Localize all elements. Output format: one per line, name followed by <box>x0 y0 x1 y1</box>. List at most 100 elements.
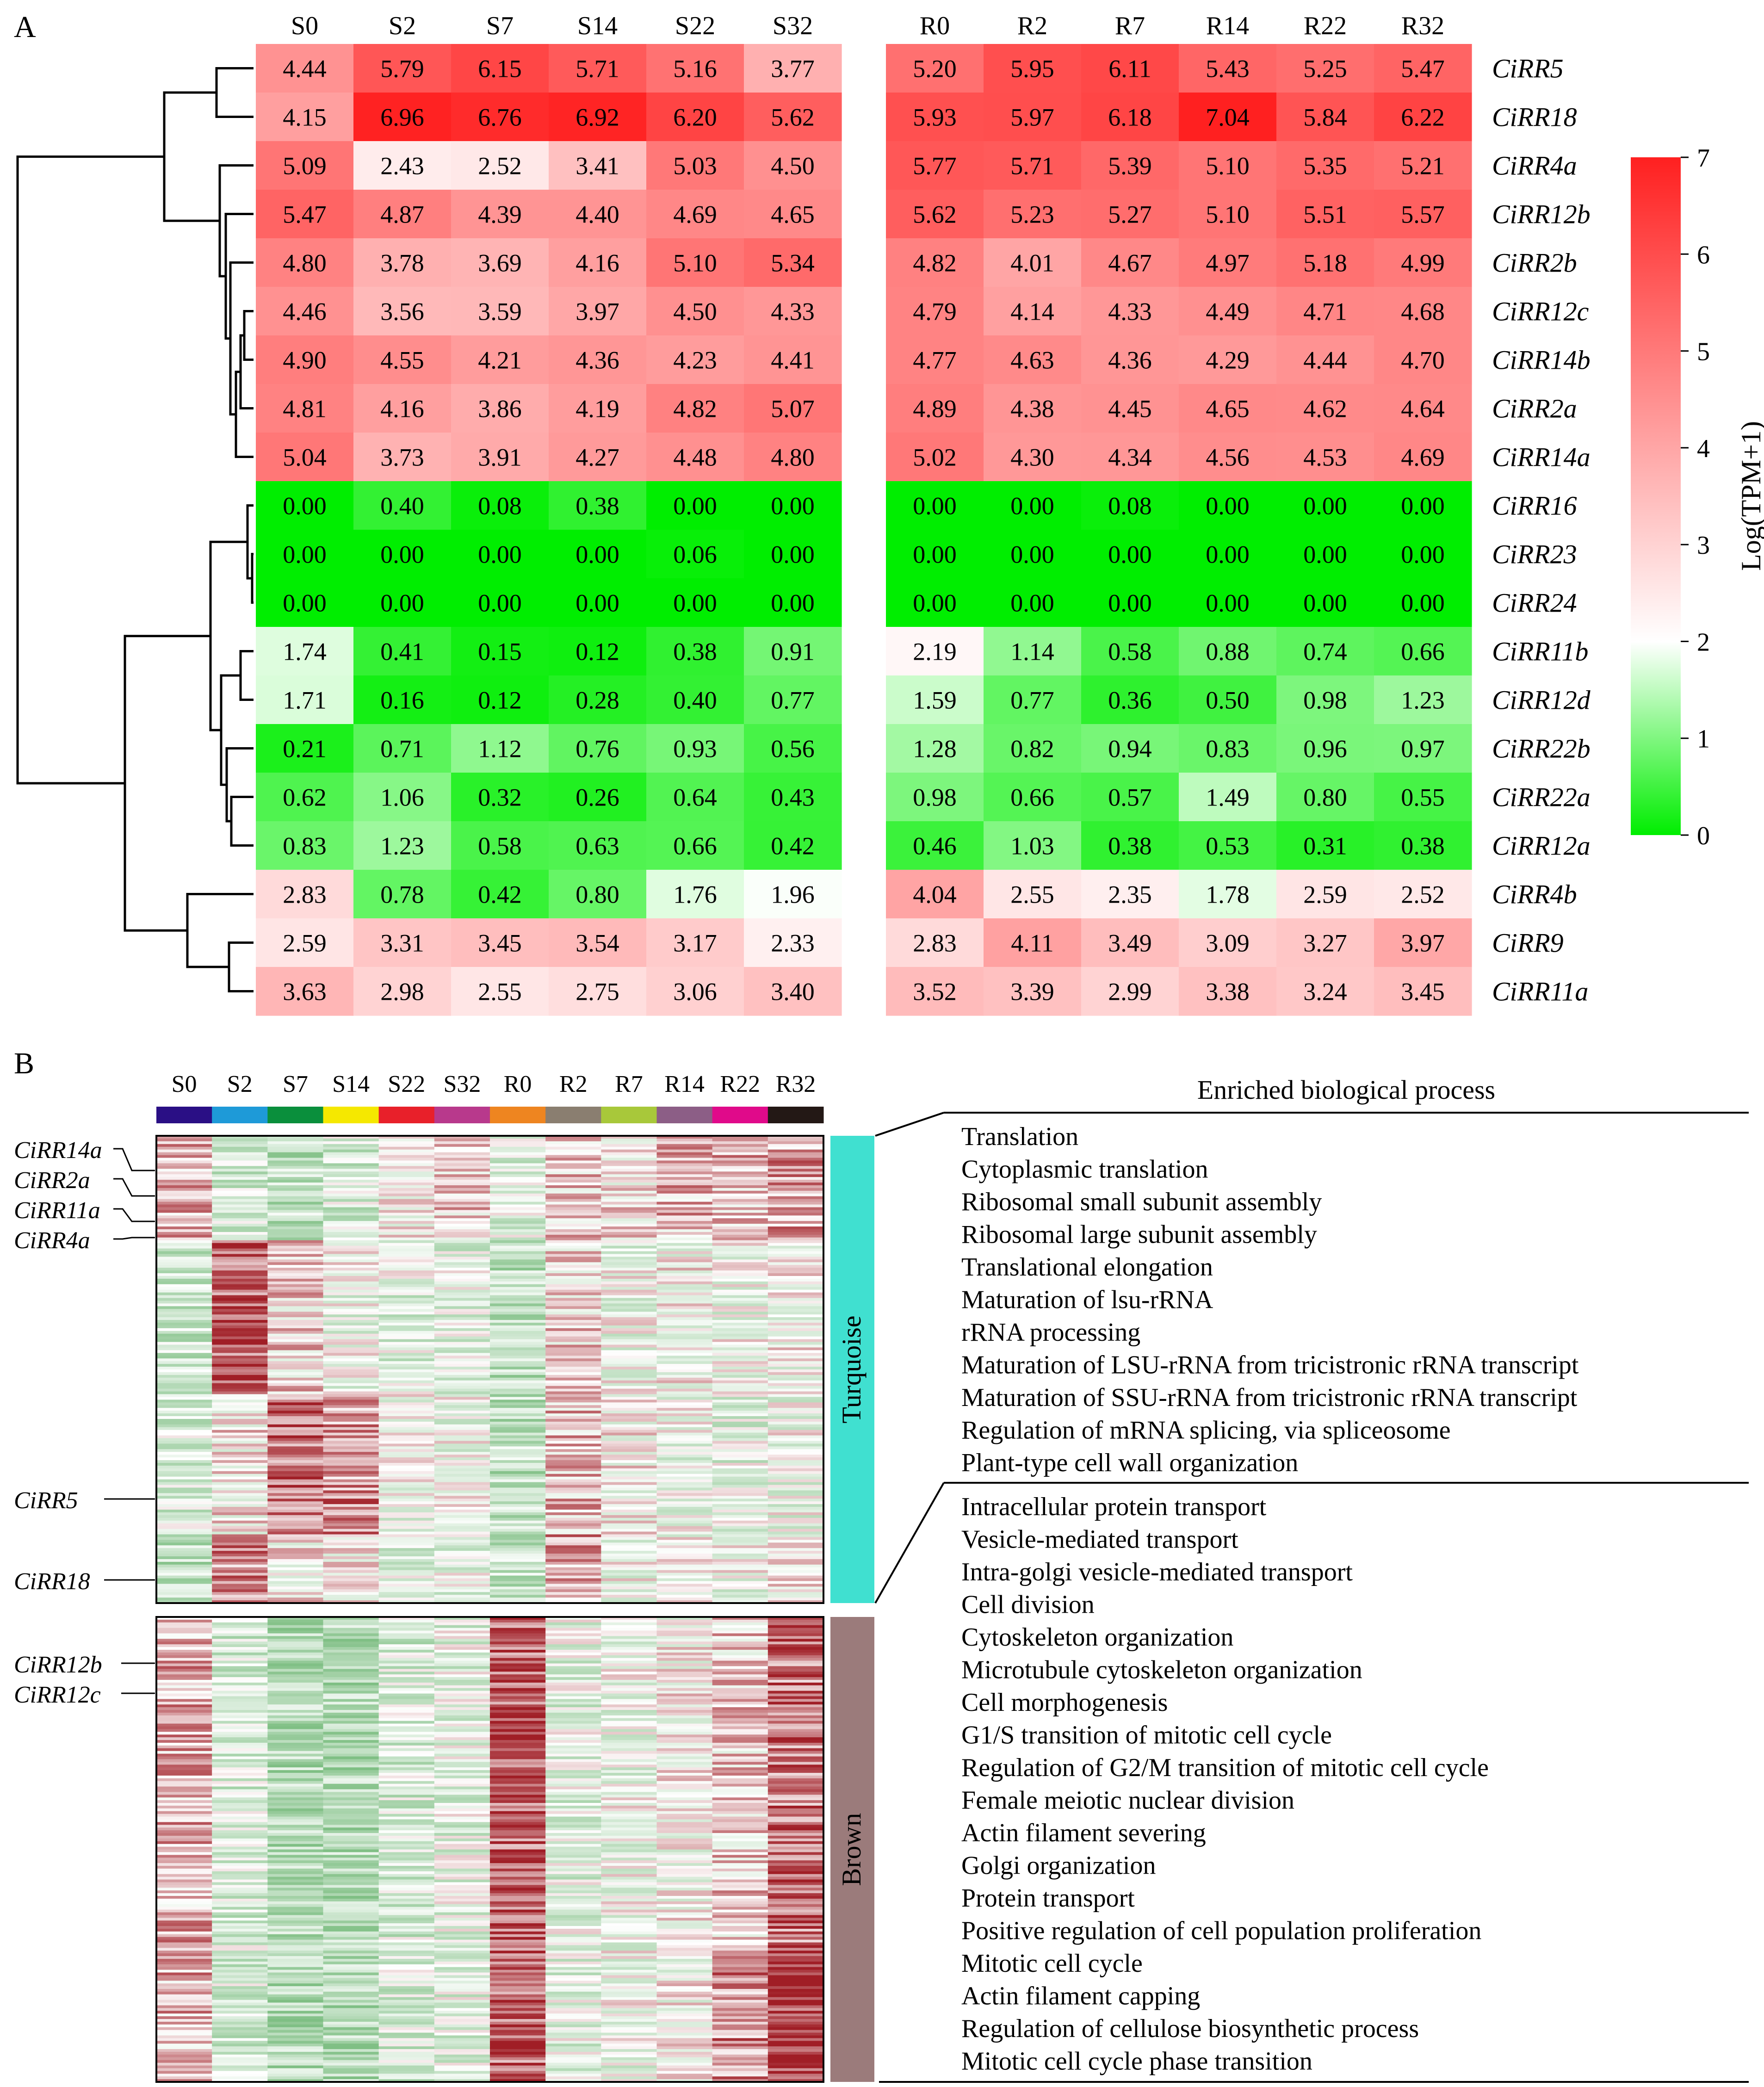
heat-cell <box>353 870 452 919</box>
module-cell <box>378 1636 435 1639</box>
module-cell <box>434 1248 490 1252</box>
module-cell <box>767 1551 824 1554</box>
module-cell <box>323 1245 379 1249</box>
module-cell <box>545 1849 601 1853</box>
module-cell <box>267 1863 324 1866</box>
module-cell <box>378 1551 435 1554</box>
module-cell <box>323 1388 379 1392</box>
module-cell <box>434 1196 490 1200</box>
module-cell <box>545 1443 601 1447</box>
module-cell <box>267 1898 324 1902</box>
module-cell <box>267 1196 324 1200</box>
module-cell <box>378 1803 435 1806</box>
module-cell <box>767 1504 824 1507</box>
module-cell <box>656 1306 713 1309</box>
module-cell <box>267 1149 324 1153</box>
module-cell <box>490 1896 546 1899</box>
module-cell <box>601 1295 657 1299</box>
module-cell <box>212 1756 268 1760</box>
module-cell <box>156 1171 212 1175</box>
module-cell <box>323 1723 379 1727</box>
module-cell <box>434 1745 490 1749</box>
module-cell <box>656 2005 713 2008</box>
module-cell <box>434 2068 490 2071</box>
module-cell <box>212 1413 268 1417</box>
colorbar-tick-label: 7 <box>1697 144 1710 173</box>
module-cell <box>267 2035 324 2039</box>
heat-cell <box>1081 967 1179 1016</box>
module-cell <box>267 1303 324 1307</box>
module-cell <box>156 1740 212 1743</box>
module-cell <box>490 1942 546 1946</box>
module-cell <box>601 1542 657 1546</box>
heat-cell <box>1374 627 1472 676</box>
module-cell <box>323 1795 379 1798</box>
module-cell <box>323 1617 379 1620</box>
module-cell <box>767 1660 824 1664</box>
module-cell <box>601 2008 657 2011</box>
heat-cell <box>1179 578 1277 627</box>
module-cell <box>490 1529 546 1532</box>
module-cell <box>378 1858 435 1861</box>
module-cell <box>545 1221 601 1224</box>
module-cell <box>434 1707 490 1710</box>
module-cell <box>378 1997 435 2000</box>
module-cell <box>490 1931 546 1935</box>
heat-cell-value: 5.25 <box>1303 55 1347 83</box>
module-cell <box>434 1983 490 1987</box>
module-cell <box>434 2038 490 2041</box>
heat-cell <box>886 44 984 93</box>
module-cell <box>712 1534 768 1538</box>
heat-cell <box>744 141 842 190</box>
module-cell <box>601 1876 657 1880</box>
module-cell <box>490 1573 546 1576</box>
module-cell <box>767 1595 824 1598</box>
module-cell <box>323 1405 379 1408</box>
module-cell <box>601 1838 657 1842</box>
module-cell <box>656 1753 713 1757</box>
heat-cell <box>549 675 647 725</box>
heat-cell-value: 4.56 <box>1206 444 1250 471</box>
module-cell <box>601 1534 657 1538</box>
module-cell <box>490 1759 546 1762</box>
module-cell <box>601 1336 657 1340</box>
module-cell <box>601 1421 657 1425</box>
module-cell <box>156 1353 212 1356</box>
module-cell <box>267 1265 324 1268</box>
module-cell <box>156 1548 212 1551</box>
heat-cell-value: 0.50 <box>1206 687 1250 714</box>
module-cell <box>712 2044 768 2047</box>
module-cell <box>378 1756 435 1760</box>
module-cell <box>378 1418 435 1422</box>
module-cell <box>212 1482 268 1486</box>
module-cell <box>267 1259 324 1263</box>
module-cell <box>434 2060 490 2063</box>
module-cell <box>323 2032 379 2036</box>
module-cell <box>156 1896 212 1899</box>
heat-cell <box>1081 675 1179 725</box>
module-cell <box>156 1476 212 1480</box>
module-cell <box>267 1243 324 1246</box>
module-cell <box>490 2046 546 2050</box>
module-cell <box>156 1901 212 1905</box>
module-cell <box>212 1685 268 1689</box>
module-cell <box>601 1808 657 1812</box>
module-cell <box>378 1303 435 1307</box>
module-cell <box>156 1994 212 1998</box>
heat-cell <box>1374 384 1472 433</box>
module-cell <box>267 1825 324 1828</box>
module-cell <box>434 1849 490 1853</box>
module-cell <box>601 1663 657 1667</box>
module-cell <box>601 1865 657 1869</box>
module-cell <box>434 1639 490 1642</box>
module-cell <box>212 2002 268 2006</box>
module-cell <box>267 1726 324 1729</box>
module-cell <box>490 1523 546 1527</box>
module-cell <box>601 1411 657 1414</box>
module-cell <box>267 1402 324 1406</box>
module-cell <box>545 1430 601 1433</box>
module-cell <box>434 1956 490 1959</box>
module-cell <box>712 1759 768 1762</box>
module-cell <box>490 1163 546 1166</box>
